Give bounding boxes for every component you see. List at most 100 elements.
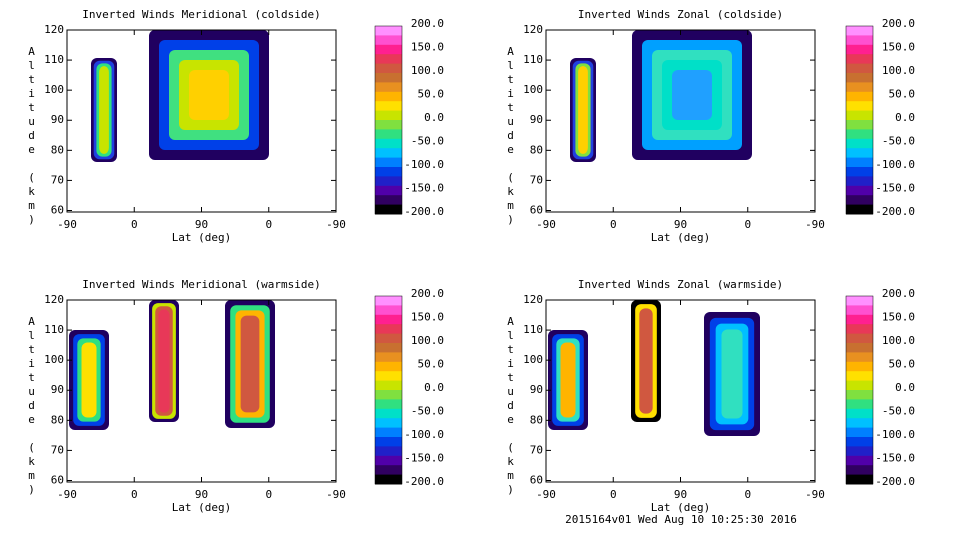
y-tick-label: 70 — [530, 173, 543, 186]
y-tick-label: 100 — [523, 83, 543, 96]
colorbar-band — [846, 195, 873, 206]
colorbar-tick-label: 0.0 — [424, 111, 444, 124]
y-tick-label: 80 — [530, 143, 543, 156]
contour-region — [672, 70, 712, 120]
colorbar-tick-label: 50.0 — [889, 358, 916, 371]
x-axis-label: Lat (deg) — [651, 501, 711, 514]
y-axis-label: Altitude (km) — [25, 45, 38, 227]
x-tick-label: -90 — [805, 488, 825, 501]
colorbar-band — [846, 296, 873, 306]
contour-region — [99, 66, 109, 154]
x-tick-label: 0 — [744, 218, 751, 231]
x-tick-label: 0 — [610, 218, 617, 231]
x-tick-label: 0 — [265, 218, 272, 231]
x-tick-label: -90 — [57, 218, 77, 231]
colorbar-band — [846, 343, 873, 353]
colorbar-band — [375, 380, 402, 391]
colorbar-tick-label: -100.0 — [875, 158, 915, 171]
colorbar-band — [375, 352, 402, 363]
contour-region — [240, 315, 260, 413]
x-tick-label: -90 — [326, 218, 346, 231]
y-tick-label: 110 — [523, 53, 543, 66]
colorbar-frame — [845, 295, 874, 485]
colorbar-band — [375, 148, 402, 159]
y-tick-label: 90 — [530, 383, 543, 396]
y-tick-label: 110 — [44, 53, 64, 66]
y-tick-label: 100 — [44, 353, 64, 366]
colorbar-band — [846, 185, 873, 196]
colorbar-band — [375, 138, 402, 149]
colorbar-tick-label: -150.0 — [404, 452, 444, 465]
colorbar-band — [375, 361, 402, 372]
colorbar-band — [375, 101, 402, 112]
colorbar-tick-label: -100.0 — [875, 428, 915, 441]
y-tick-label: 90 — [51, 383, 64, 396]
colorbar-band — [375, 305, 402, 316]
colorbar-tick-label: 50.0 — [418, 88, 445, 101]
colorbar-band — [375, 296, 402, 306]
colorbar-band — [375, 167, 402, 177]
contour-region — [158, 309, 170, 413]
x-tick-label: -90 — [805, 218, 825, 231]
colorbar-band — [846, 110, 873, 121]
y-tick-label: 80 — [51, 143, 64, 156]
colorbar-band — [846, 455, 873, 466]
colorbar-tick-label: 100.0 — [882, 64, 915, 77]
colorbar-band — [846, 138, 873, 149]
colorbar-tick-label: 200.0 — [411, 287, 444, 300]
colorbar-band — [846, 390, 873, 400]
y-tick-label: 60 — [530, 473, 543, 486]
colorbar-band — [846, 167, 873, 177]
y-tick-label: 90 — [530, 113, 543, 126]
y-tick-label: 80 — [51, 413, 64, 426]
y-tick-label: 70 — [51, 443, 64, 456]
chart-title: Inverted Winds Zonal (coldside) — [578, 8, 783, 21]
colorbar-band — [375, 427, 402, 438]
x-tick-label: 0 — [610, 488, 617, 501]
colorbar-tick-label: -50.0 — [882, 405, 915, 418]
colorbar-band — [846, 120, 873, 130]
y-tick-label: 60 — [51, 473, 64, 486]
colorbar-band — [846, 176, 873, 187]
x-tick-label: 90 — [674, 218, 687, 231]
x-tick-label: 90 — [674, 488, 687, 501]
colorbar-band — [375, 35, 402, 46]
x-tick-label: -90 — [326, 488, 346, 501]
y-tick-label: 90 — [51, 113, 64, 126]
x-tick-label: -90 — [536, 488, 556, 501]
colorbar-tick-label: -100.0 — [404, 428, 444, 441]
colorbar-tick-label: 150.0 — [411, 311, 444, 324]
x-tick-label: 0 — [744, 488, 751, 501]
colorbar-band — [846, 446, 873, 457]
colorbar-tick-label: -50.0 — [411, 405, 444, 418]
colorbar-band — [846, 63, 873, 74]
y-tick-label: 70 — [530, 443, 543, 456]
y-tick-label: 100 — [44, 83, 64, 96]
colorbar-band — [375, 54, 402, 65]
colorbar-tick-label: 0.0 — [895, 381, 915, 394]
colorbar-tick-label: 50.0 — [889, 88, 916, 101]
x-tick-label: 90 — [195, 488, 208, 501]
contour-region — [81, 342, 97, 418]
colorbar-band — [846, 148, 873, 159]
colorbar-band — [846, 324, 873, 335]
colorbar-band — [375, 176, 402, 187]
colorbar-band — [846, 314, 873, 325]
colorbar-tick-label: 0.0 — [424, 381, 444, 394]
colorbar-band — [846, 474, 873, 485]
colorbar-band — [375, 474, 402, 485]
colorbar-band — [375, 195, 402, 206]
colorbar-tick-label: 150.0 — [882, 41, 915, 54]
y-axis-label: Altitude (km) — [504, 315, 517, 497]
colorbar-tick-label: 50.0 — [418, 358, 445, 371]
colorbar-band — [375, 185, 402, 196]
x-tick-label: 0 — [265, 488, 272, 501]
colorbar-tick-label: -200.0 — [875, 475, 915, 488]
colorbar-band — [375, 437, 402, 447]
colorbar-band — [375, 63, 402, 74]
colorbar-band — [846, 408, 873, 419]
colorbar-tick-label: 200.0 — [882, 287, 915, 300]
colorbar-tick-label: 150.0 — [882, 311, 915, 324]
colorbar-band — [375, 390, 402, 400]
